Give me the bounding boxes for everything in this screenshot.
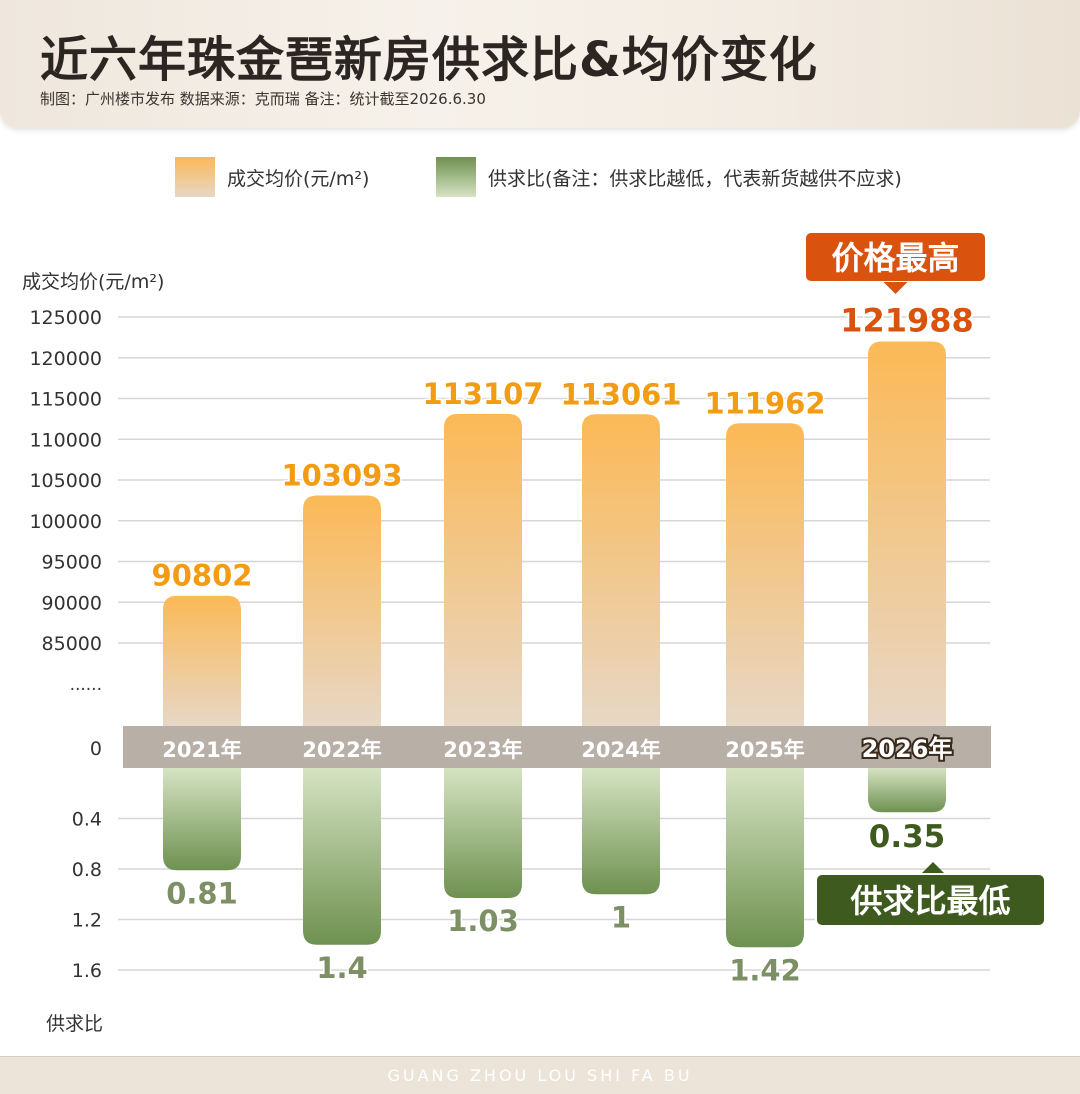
price-bar bbox=[444, 413, 522, 726]
footer: GUANG ZHOU LOU SHI FA BU bbox=[0, 1056, 1080, 1094]
price-tick-label: 120000 bbox=[29, 348, 102, 370]
ratio-bar bbox=[726, 768, 804, 948]
price-tick-label: 110000 bbox=[29, 429, 102, 451]
ratio-tick-label: 0.4 bbox=[72, 809, 102, 831]
ratio-bar bbox=[444, 768, 522, 899]
ratio-data-label: 0.35 bbox=[869, 819, 946, 855]
footer-text: GUANG ZHOU LOU SHI FA BU bbox=[387, 1066, 693, 1085]
ratio-bar bbox=[582, 768, 660, 895]
ratio-data-label: 1.03 bbox=[447, 904, 519, 938]
price-data-label: 90802 bbox=[152, 559, 253, 593]
page-subtitle: 制图：广州楼市发布 数据来源：克而瑞 备注：统计截至2026.6.30 bbox=[40, 90, 486, 108]
ratio-bar bbox=[868, 768, 946, 813]
baseline-band bbox=[123, 726, 991, 768]
ratio-tick-label: 1.2 bbox=[72, 910, 102, 932]
price-bar bbox=[163, 595, 241, 726]
callout-max-price-pointer bbox=[883, 282, 908, 294]
ratio-tick-label: 0.8 bbox=[72, 859, 102, 881]
price-data-label: 121988 bbox=[840, 302, 974, 340]
price-tick-label: 105000 bbox=[29, 470, 102, 492]
header: 近六年珠金琶新房供求比&均价变化 制图：广州楼市发布 数据来源：克而瑞 备注：统… bbox=[0, 0, 1080, 128]
chart: 125000 120000 115000 110000 105000 100000 9500… bbox=[22, 231, 1046, 1035]
price-tick-label: 115000 bbox=[29, 389, 102, 411]
callout-max-price-text: 价格最高 bbox=[831, 239, 959, 277]
legend-ratio-swatch bbox=[436, 157, 476, 197]
price-tick-label: 100000 bbox=[29, 511, 102, 533]
legend-price-swatch bbox=[175, 157, 215, 197]
ratio-data-label: 1 bbox=[611, 900, 631, 934]
ratio-data-label: 1.4 bbox=[316, 951, 367, 985]
category-label: 2024年 bbox=[581, 738, 660, 762]
ratio-axis-title: 供求比 bbox=[46, 1013, 103, 1035]
price-bar bbox=[582, 414, 660, 726]
category-label: 2021年 bbox=[162, 738, 241, 762]
category-label: 2022年 bbox=[302, 738, 381, 762]
ratio-bar bbox=[163, 768, 241, 871]
legend-price-label: 成交均价(元/m²) bbox=[227, 167, 370, 190]
price-data-label: 113061 bbox=[560, 377, 681, 411]
price-tick-label: 90000 bbox=[42, 592, 102, 614]
price-bar bbox=[868, 341, 946, 726]
price-axis-title: 成交均价(元/m²) bbox=[22, 271, 164, 293]
callout-min-ratio-text: 供求比最低 bbox=[850, 882, 1010, 920]
ratio-data-label: 0.81 bbox=[166, 876, 238, 910]
category-label: 2025年 bbox=[725, 738, 804, 762]
legend-price: 成交均价(元/m²) bbox=[175, 157, 369, 197]
price-data-label: 111962 bbox=[704, 386, 825, 420]
price-tick-label: 95000 bbox=[42, 552, 102, 574]
ratio-bar bbox=[303, 768, 381, 945]
price-tick-ellipsis: ...... bbox=[70, 675, 102, 695]
category-label: 2023年 bbox=[443, 738, 522, 762]
zero-tick-label: 0 bbox=[90, 738, 102, 760]
category-label: 2026年 bbox=[862, 735, 953, 763]
price-data-label: 103093 bbox=[281, 459, 402, 493]
callout-min-ratio-pointer bbox=[921, 862, 945, 874]
price-tick-label: 125000 bbox=[29, 307, 102, 329]
price-data-label: 113107 bbox=[422, 377, 543, 411]
price-bar bbox=[726, 423, 804, 726]
price-tick-label: 85000 bbox=[42, 633, 102, 655]
page-title: 近六年珠金琶新房供求比&均价变化 bbox=[40, 32, 818, 88]
ratio-tick-label: 1.6 bbox=[72, 960, 102, 982]
price-bar bbox=[303, 495, 381, 726]
legend-ratio-label: 供求比(备注：供求比越低，代表新货越供不应求) bbox=[488, 167, 902, 190]
callout-min-ratio-box bbox=[815, 873, 1046, 927]
ratio-data-label: 1.42 bbox=[729, 953, 801, 987]
legend-ratio: 供求比(备注：供求比越低，代表新货越供不应求) bbox=[436, 157, 902, 197]
